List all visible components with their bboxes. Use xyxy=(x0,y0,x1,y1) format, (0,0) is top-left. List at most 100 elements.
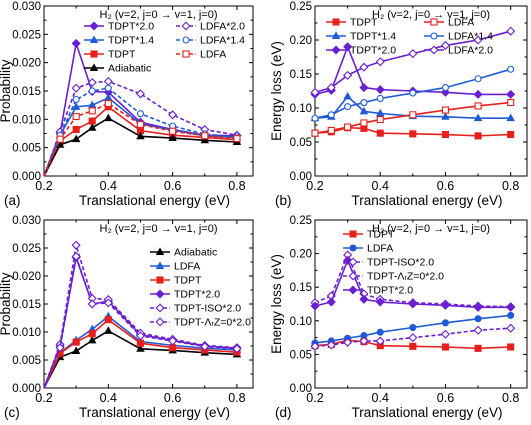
series-0 xyxy=(311,124,515,140)
data-point xyxy=(87,123,97,131)
y-tick-label: 0.05 xyxy=(290,349,312,361)
data-point xyxy=(103,76,113,86)
data-point xyxy=(359,106,369,115)
legend-marker xyxy=(155,317,165,327)
data-point xyxy=(506,323,516,333)
data-point xyxy=(136,339,145,347)
y-tick-label: 0.10 xyxy=(290,316,312,328)
legend-marker xyxy=(182,50,190,58)
legend-marker xyxy=(89,35,99,43)
data-point xyxy=(343,70,353,80)
data-point xyxy=(104,316,112,324)
data-point xyxy=(135,89,145,99)
legend-marker xyxy=(331,31,341,39)
y-tick-label: 0.20 xyxy=(290,35,312,47)
y-tick-label: 0.005 xyxy=(12,355,41,367)
data-point xyxy=(507,65,515,73)
legend-marker xyxy=(430,18,438,26)
chart-panel-b: 0.00 0.05 0.10 0.15 0.20 0.25 0.2 0.4 0.6 0.8Tran… xyxy=(269,1,528,208)
data-point xyxy=(409,89,417,97)
data-point xyxy=(474,315,482,323)
legend-entry: LDFA*2.0 xyxy=(200,21,245,33)
panel-label: (c) xyxy=(4,405,20,420)
x-tick-label: 0.4 xyxy=(100,391,117,405)
chart-panel-a: 0.000 0.005 0.010 0.015 0.020 0.025 0.030 0.2 0.… xyxy=(0,1,254,208)
data-point xyxy=(168,336,178,346)
legend-entry: LDFA xyxy=(367,243,393,255)
data-point xyxy=(375,297,385,307)
data-point xyxy=(409,342,417,350)
x-tick-label: 0.4 xyxy=(372,179,389,193)
series-line xyxy=(314,252,511,308)
legend-entry: TDPT-ΛᵣZ=0*2.0 xyxy=(174,317,251,329)
data-point xyxy=(72,338,80,346)
legend-marker xyxy=(349,244,357,252)
panel-label: (d) xyxy=(275,405,292,420)
data-point xyxy=(440,329,450,339)
data-point xyxy=(135,331,145,341)
data-point xyxy=(408,333,418,343)
data-point xyxy=(327,111,335,119)
y-tick-label: 0.030 xyxy=(12,1,41,13)
legend-entry: TDPT xyxy=(108,49,136,61)
x-tick-label: 0.4 xyxy=(100,179,117,193)
series-5 xyxy=(310,26,516,97)
y-tick-label: 0.020 xyxy=(12,271,41,283)
legend-entry: LDFA*1.4 xyxy=(200,35,245,47)
chart-title: H₂ (v=2, j=0 → v=1, j=0) xyxy=(100,9,218,21)
data-point xyxy=(71,251,81,261)
y-tick-label: 0.00 xyxy=(290,383,312,395)
y-tick-label: 0.15 xyxy=(290,282,312,294)
data-point xyxy=(360,119,368,127)
data-point xyxy=(87,335,97,344)
data-point xyxy=(136,110,145,118)
data-point xyxy=(473,89,483,99)
x-tick-label: 0.6 xyxy=(437,179,454,193)
chart-title: H₂ (v=2, j=0 → v=1, j=0) xyxy=(372,223,490,235)
legend-marker xyxy=(429,45,439,55)
legend-entry: LDFA*2.0 xyxy=(448,45,493,57)
legend-marker xyxy=(331,45,341,55)
series-6 xyxy=(43,99,241,177)
chart-panel-d: 0.00 0.05 0.10 0.15 0.20 0.25 0.2 0.4 0.6 0.8Tran… xyxy=(269,215,528,420)
x-tick-label: 0.2 xyxy=(35,179,52,193)
chart-title: H₂ (v=2, j=0 → v=1, j=0) xyxy=(372,9,490,21)
legend: TDPT LDFA TDPT-ISO*2.0 TDPT-ΛᵣZ=0*2.0 TDPT*2… xyxy=(343,229,444,297)
data-point xyxy=(409,111,417,119)
legend-marker xyxy=(348,285,358,295)
data-point xyxy=(71,102,81,110)
data-point xyxy=(344,123,352,131)
y-tick-label: 0.005 xyxy=(12,143,41,155)
data-point xyxy=(72,95,80,104)
data-point xyxy=(327,126,335,134)
y-tick-label: 0.025 xyxy=(12,243,41,255)
series-3 xyxy=(310,323,516,351)
legend-entry: LDFA xyxy=(200,49,226,61)
legend-marker xyxy=(349,230,357,238)
data-point xyxy=(473,113,483,122)
data-point xyxy=(55,343,65,353)
data-point xyxy=(71,134,81,143)
panel-label: (a) xyxy=(4,193,21,208)
y-tick-label: 0.015 xyxy=(12,86,41,98)
legend-entry: TDPT*2.0 xyxy=(108,21,154,33)
data-point xyxy=(376,116,384,124)
data-point xyxy=(359,62,369,72)
data-point xyxy=(136,344,145,352)
data-point xyxy=(507,343,515,351)
data-point xyxy=(441,84,450,92)
data-point xyxy=(71,346,81,354)
data-point xyxy=(506,26,516,36)
data-point xyxy=(88,117,96,125)
x-tick-label: 0.6 xyxy=(437,391,454,405)
legend-entry: TDPT*1.4 xyxy=(108,35,154,47)
series-4 xyxy=(43,240,242,389)
data-point xyxy=(169,127,177,135)
x-tick-label: 0.6 xyxy=(164,179,181,193)
x-tick-label: 0.6 xyxy=(164,391,181,405)
data-point xyxy=(232,344,242,354)
data-point xyxy=(72,125,80,134)
y-tick-label: 0.15 xyxy=(290,69,312,81)
data-point xyxy=(441,319,450,327)
